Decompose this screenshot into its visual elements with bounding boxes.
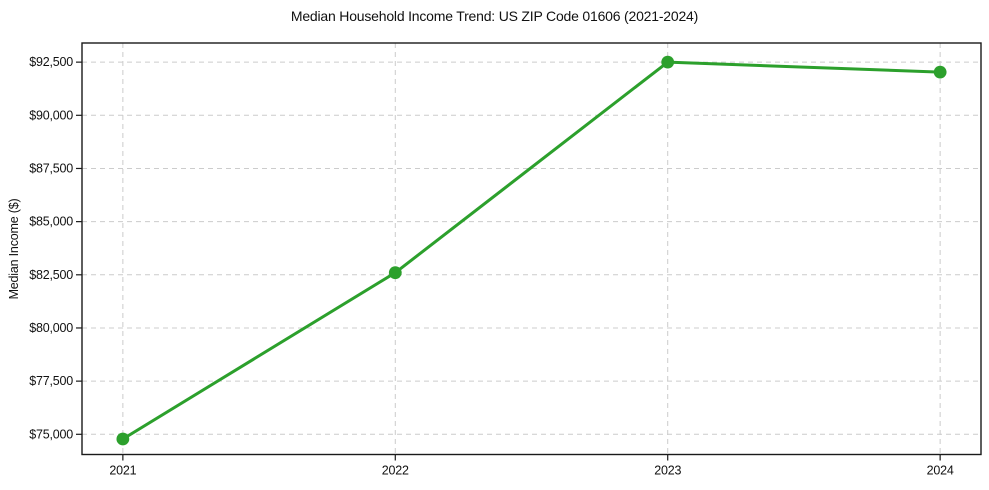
- data-point-2023: [661, 55, 675, 69]
- data-point-2021: [116, 432, 130, 446]
- y-tick-label: $90,000: [29, 108, 73, 122]
- y-tick-label: $85,000: [29, 215, 73, 229]
- y-tick-label: $92,500: [29, 55, 73, 69]
- y-tick-label: $82,500: [29, 268, 73, 282]
- data-point-2022: [388, 266, 402, 280]
- y-axis-label: Median Income ($): [7, 198, 21, 300]
- y-tick-label: $77,500: [29, 374, 73, 388]
- trend-line: [121, 60, 942, 441]
- chart-title: Median Household Income Trend: US ZIP Co…: [290, 8, 699, 24]
- x-tick-label: 2023: [654, 464, 681, 478]
- y-tick-label: $75,000: [29, 427, 73, 441]
- data-point-2024: [933, 65, 947, 79]
- x-tick-label: 2022: [382, 464, 409, 478]
- x-tick-label: 2021: [109, 464, 136, 478]
- plot-border: [81, 42, 982, 456]
- x-tick-label: 2024: [927, 464, 954, 478]
- y-tick-label: $87,500: [29, 161, 73, 175]
- y-tick-label: $80,000: [29, 321, 73, 335]
